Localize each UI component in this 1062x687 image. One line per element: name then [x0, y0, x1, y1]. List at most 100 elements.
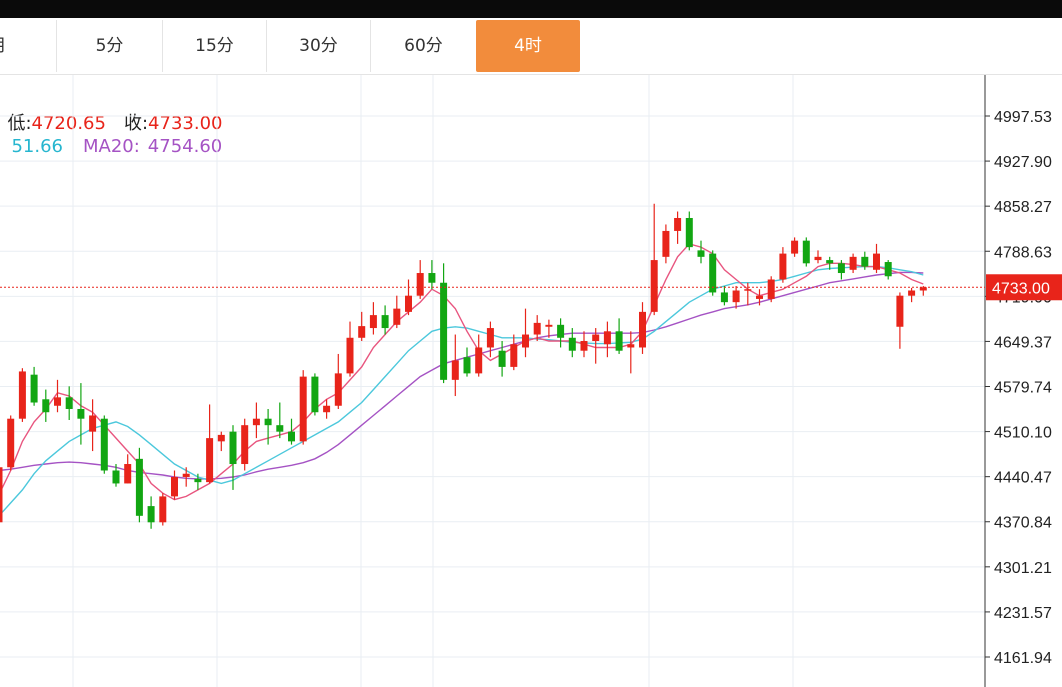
- candle: [30, 366, 38, 406]
- candle: [919, 285, 927, 296]
- candle: [369, 302, 377, 335]
- axis-tick-label: 4927.90: [994, 154, 1052, 171]
- candle: [381, 305, 389, 335]
- candle: [627, 331, 635, 374]
- tab-15min[interactable]: 15分: [162, 20, 266, 72]
- candle: [299, 370, 307, 445]
- candle: [451, 334, 459, 397]
- candle-body: [428, 273, 436, 283]
- candle: [440, 263, 448, 384]
- top-bar: [0, 0, 1062, 18]
- candle: [18, 368, 26, 422]
- candle-body: [311, 376, 319, 413]
- candle: [720, 285, 728, 306]
- candle-body: [288, 431, 295, 442]
- candle: [7, 415, 15, 471]
- axis-tick-label: 4788.63: [994, 244, 1052, 261]
- tab-30min[interactable]: 30分: [266, 20, 370, 72]
- candle-body: [849, 256, 857, 270]
- candle-body: [732, 290, 740, 303]
- candle: [615, 318, 623, 354]
- candle: [779, 247, 787, 283]
- candle-body: [650, 260, 658, 312]
- candle: [873, 243, 880, 274]
- tab-4h[interactable]: 4时: [476, 20, 580, 72]
- candle: [849, 253, 857, 274]
- candle: [241, 418, 249, 471]
- candle-body: [767, 279, 775, 299]
- candles: [0, 203, 927, 529]
- candle-body: [592, 334, 600, 342]
- axis-tick-label: 4579.74: [994, 379, 1052, 396]
- candle-body: [369, 315, 377, 329]
- candle: [662, 224, 670, 264]
- candle: [767, 276, 775, 303]
- candle: [112, 464, 120, 487]
- candle: [393, 295, 401, 329]
- candle-body: [54, 397, 61, 406]
- ma20-line: [0, 271, 924, 480]
- candle: [837, 260, 845, 280]
- candle-body: [124, 464, 132, 484]
- current-price-label: 4733.00: [992, 280, 1050, 297]
- current-price-box: [986, 274, 1062, 301]
- candle: [100, 415, 108, 474]
- candle-body: [206, 438, 214, 483]
- candle: [697, 240, 705, 264]
- candle: [744, 282, 752, 306]
- candle: [603, 321, 611, 358]
- candle: [135, 447, 143, 523]
- candle-body: [18, 371, 26, 419]
- candle: [568, 328, 576, 358]
- axis-tick-label: 4231.57: [994, 605, 1052, 622]
- candle: [475, 334, 483, 377]
- grid: [0, 75, 985, 687]
- candle: [217, 431, 225, 452]
- candle: [89, 399, 97, 452]
- candle-body: [568, 337, 576, 351]
- candle-body: [486, 328, 494, 348]
- tab-5min[interactable]: 5分: [56, 20, 162, 72]
- axis-tick-label: 4649.37: [994, 334, 1052, 351]
- axis-tick-label: 4440.47: [994, 470, 1052, 487]
- candle: [545, 319, 553, 338]
- period-tabs: 月 5分 15分 30分 60分 4时: [0, 18, 1062, 75]
- candle-body: [217, 434, 225, 442]
- close-value: 4733.00: [148, 113, 223, 134]
- candle: [147, 496, 155, 529]
- candle-body: [697, 250, 705, 257]
- candle: [498, 341, 506, 377]
- candle: [182, 467, 190, 487]
- low-value: 4720.65: [31, 113, 106, 134]
- candle: [159, 493, 167, 526]
- candle-body: [720, 292, 728, 303]
- tab-60min[interactable]: 60分: [370, 20, 476, 72]
- axis-tick-label: 4301.21: [994, 560, 1052, 577]
- candle: [732, 285, 740, 309]
- candle: [0, 467, 3, 523]
- candle: [252, 402, 260, 439]
- candle: [791, 237, 799, 257]
- current-price-marker: 4733.00: [0, 274, 1062, 301]
- candle: [194, 473, 202, 490]
- candle: [802, 237, 810, 267]
- axis-tick-label: 4997.53: [994, 109, 1052, 126]
- candle-body: [791, 240, 799, 254]
- candle: [416, 260, 424, 299]
- candle-body: [603, 331, 611, 345]
- candle-body: [451, 360, 459, 380]
- tab-month[interactable]: 月: [0, 20, 56, 72]
- candle-body: [744, 289, 752, 291]
- candle: [756, 289, 763, 306]
- candle-body: [440, 282, 448, 380]
- candle: [171, 470, 178, 500]
- candle: [884, 260, 892, 280]
- candle-body: [112, 470, 120, 484]
- candle: [533, 315, 541, 342]
- candle: [557, 318, 565, 348]
- candle-body: [100, 418, 108, 471]
- candle: [826, 256, 834, 270]
- candle-body: [381, 315, 389, 329]
- candle: [77, 383, 85, 445]
- price-axis: 4997.534927.904858.274788.634719.004649.…: [984, 75, 1052, 687]
